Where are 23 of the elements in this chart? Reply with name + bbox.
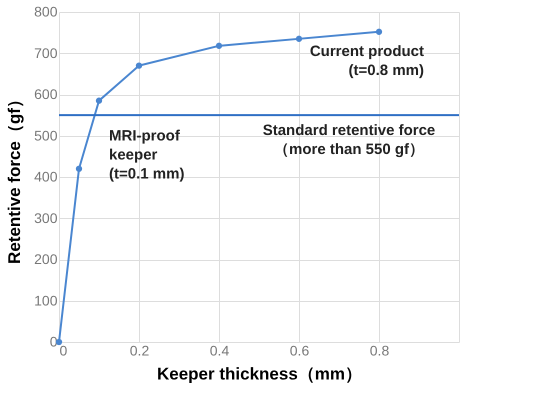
y-tick-label: 500 — [34, 127, 58, 144]
point — [296, 36, 302, 42]
y-tick-label: 600 — [34, 86, 58, 102]
y-tick-label: 400 — [34, 168, 58, 184]
ref-line-label: Standard retentive force （more than 550 gf） — [262, 122, 436, 158]
x-axis-title: Keeper thickness（mm） — [156, 364, 362, 384]
point — [96, 98, 102, 104]
y-axis-title: Retentive force（gf） — [5, 91, 24, 264]
point — [76, 166, 82, 172]
point — [136, 62, 142, 69]
annotation: Current product (t=0.8 mm) — [310, 42, 424, 79]
y-tick-label: 300 — [34, 210, 58, 226]
point — [376, 28, 382, 35]
x-tick-label: 0.2 — [130, 342, 150, 358]
x-tick-label: 0.8 — [370, 342, 390, 358]
y-tick-label: 800 — [34, 4, 58, 20]
y-tick-label: 100 — [34, 292, 58, 308]
x-tick-label: 0.6 — [290, 342, 310, 358]
annotation: MRI-proof keeper (t=0.1 mm) — [109, 128, 184, 183]
y-tick-label: 700 — [34, 44, 58, 61]
x-tick-label: 0.4 — [210, 342, 230, 358]
y-tick-label: 200 — [34, 251, 58, 267]
point — [216, 42, 222, 49]
